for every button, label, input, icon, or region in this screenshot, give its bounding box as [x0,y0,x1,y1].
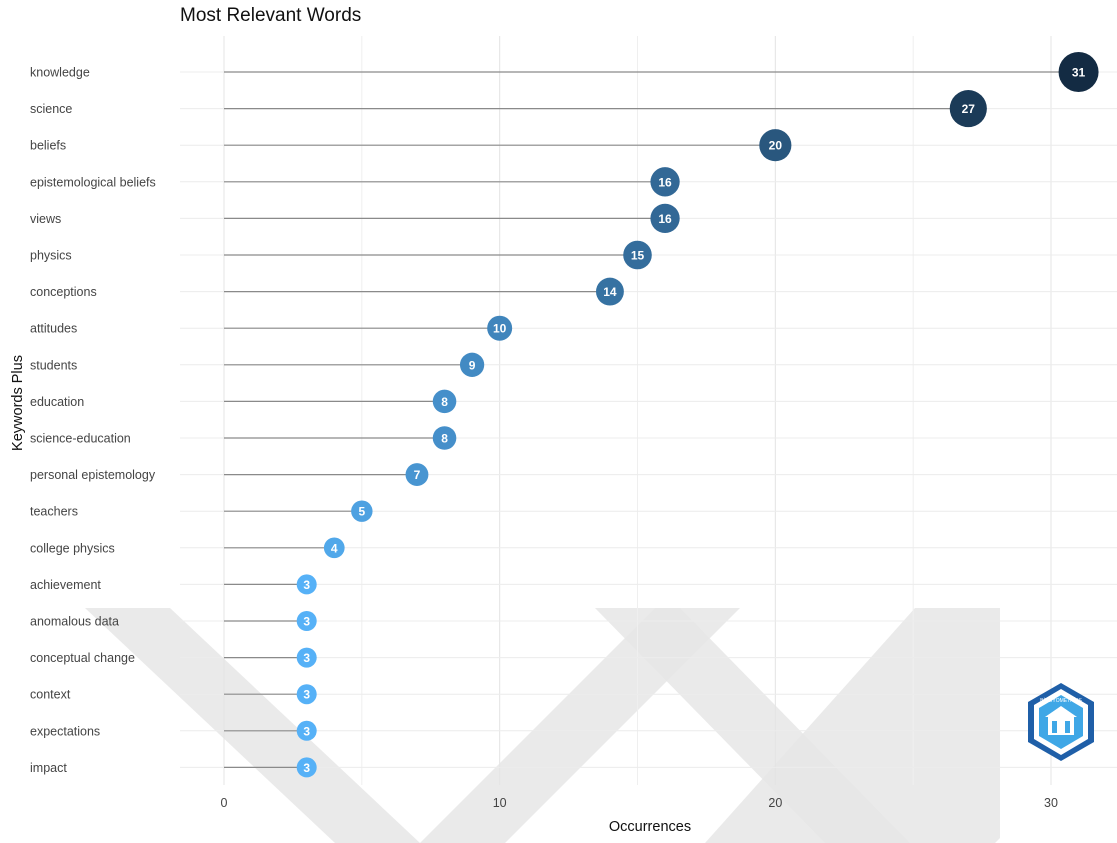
data-label: 27 [962,102,976,116]
y-tick-label: anomalous data [30,615,119,629]
lollipop-point [323,537,345,559]
x-tick-labels: 0 10 20 30 [221,796,1058,810]
data-label: 3 [303,615,310,629]
lollipop-point [949,90,987,128]
lollipop-point [650,203,680,234]
data-label: 8 [441,432,448,446]
y-tick-label: achievement [30,578,101,592]
lollipop-point [405,463,429,487]
x-tick-label: 30 [1044,796,1058,810]
y-tick-label: science-education [30,432,131,446]
y-tick-label: teachers [30,505,78,519]
y-tick-labels: knowledge science beliefs epistemological b… [30,66,156,775]
y-tick-label: conceptions [30,285,97,299]
chart-title: Most Relevant Words [180,5,361,26]
logo-text: BİBLİYOMETRİKS [1040,697,1082,704]
data-label: 8 [441,395,448,409]
data-label: 14 [603,285,617,299]
lollipop-stems [224,71,1079,769]
lollipop-point [596,277,624,306]
data-label: 3 [303,651,310,665]
hexagon-building-logo-icon [1028,683,1094,761]
y-tick-label: education [30,395,84,409]
data-label: 16 [658,175,672,189]
data-label: 16 [658,212,672,226]
x-tick-label: 10 [493,796,507,810]
data-label: 3 [303,578,310,592]
lollipop-point [296,757,317,778]
lollipop-point [623,240,652,270]
data-label: 31 [1072,66,1086,80]
data-label: 3 [303,724,310,738]
lollipop-point [296,611,317,631]
data-label: 3 [303,688,310,702]
y-tick-label: college physics [30,541,115,555]
y-tick-label: impact [30,761,67,775]
y-tick-label: students [30,358,77,372]
y-tick-label: views [30,212,61,226]
lollipop-point [759,129,792,162]
x-tick-label: 0 [221,796,228,810]
y-tick-label: beliefs [30,139,66,153]
data-label: 10 [493,322,507,336]
data-label: 7 [414,468,421,482]
data-label: 4 [331,541,338,555]
lollipop-bubbles: 31 27 20 16 16 15 14 10 9 8 8 7 5 4 3 3 3 3 3 3 [296,52,1099,778]
lollipop-point [432,426,457,450]
y-tick-label: epistemological beliefs [30,175,156,189]
data-label: 15 [631,249,645,263]
lollipop-point [459,352,485,377]
lollipop-point [432,389,457,414]
y-tick-label: conceptual change [30,651,135,665]
lollipop-point [296,574,317,595]
y-tick-label: expectations [30,724,100,738]
y-tick-label: personal epistemology [30,468,156,482]
lollipop-point [296,647,317,668]
data-label: 20 [769,139,783,153]
lollipop-point [296,720,317,741]
y-axis-label: Keywords Plus [10,355,26,451]
lollipop-point [650,167,680,197]
lollipop-point [1058,52,1099,92]
data-label: 5 [358,505,365,519]
lollipop-point [351,500,373,522]
y-tick-label: attitudes [30,322,77,336]
y-tick-label: physics [30,249,72,263]
x-tick-label: 20 [768,796,782,810]
y-tick-label: science [30,102,72,116]
y-tick-label: knowledge [30,66,90,80]
logo: BİBLİYOMETRİKS [1028,683,1094,761]
data-label: 3 [303,761,310,775]
x-axis-label: Occurrences [609,819,691,835]
lollipop-point [487,315,513,341]
y-tick-label: context [30,688,71,702]
data-label: 9 [469,358,476,372]
lollipop-point [296,684,317,705]
